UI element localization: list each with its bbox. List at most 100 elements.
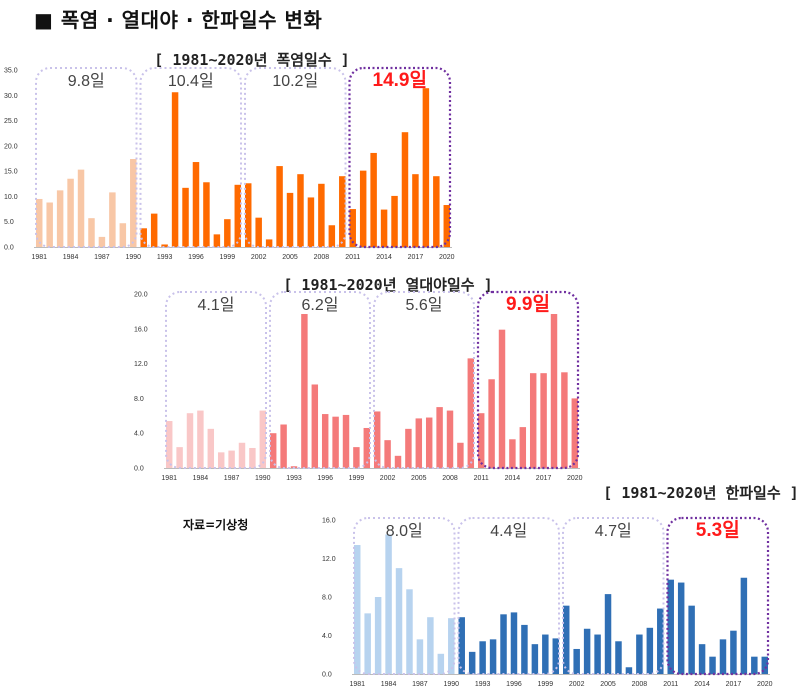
y-tick-label: 15.0 [4, 169, 18, 176]
y-tick-label: 16.0 [134, 326, 148, 333]
bar [67, 178, 74, 247]
x-tick-label: 1996 [506, 681, 522, 688]
bar [339, 176, 346, 247]
y-tick-label: 0.0 [4, 245, 14, 252]
bar [416, 639, 424, 674]
bar [479, 641, 486, 674]
bar [109, 192, 116, 247]
bar [498, 329, 506, 468]
y-tick-label: 35.0 [4, 68, 18, 75]
bar [56, 190, 64, 247]
bar [433, 176, 440, 247]
x-tick-label: 1987 [94, 254, 110, 261]
y-tick-label: 8.0 [134, 396, 144, 403]
decade-average-label: 4.1일 [198, 296, 235, 314]
decade-box [348, 66, 452, 249]
bar [657, 608, 664, 674]
bar [353, 545, 361, 674]
bar [500, 614, 507, 674]
bar [698, 644, 706, 674]
page-title: ■ 폭염 · 열대야 · 한파일수 변화 [34, 8, 323, 32]
bar [531, 644, 539, 674]
bar [255, 217, 262, 247]
bar [477, 413, 485, 468]
x-tick-label: 2005 [282, 254, 298, 261]
tropical-night-days-chart: [ 1981~2020년 열대야일수 ] 0.0 4.0 8.0 12.0 16.0 20.… [130, 274, 600, 490]
bar [583, 628, 591, 674]
decade-average-label: 9.8일 [68, 72, 105, 90]
y-tick-label: 0.0 [322, 672, 332, 679]
bar [374, 597, 382, 674]
bar [280, 424, 287, 468]
y-tick-label: 12.0 [322, 556, 336, 563]
bar [165, 421, 173, 468]
decade-box [244, 67, 347, 248]
y-tick-label: 8.0 [322, 595, 332, 602]
bar [646, 627, 654, 674]
x-tick-label: 1984 [381, 681, 397, 688]
bar [458, 617, 465, 674]
x-tick-label: 2017 [726, 681, 742, 688]
bar [328, 225, 336, 247]
bar [422, 88, 430, 248]
decade-average-label: 4.4일 [490, 522, 527, 540]
bar [297, 174, 304, 247]
bar [269, 433, 277, 468]
bar [636, 634, 643, 674]
y-tick-label: 16.0 [322, 518, 336, 525]
x-tick-label: 2005 [411, 475, 427, 482]
y-tick-label: 5.0 [4, 219, 14, 226]
x-tick-label: 1996 [188, 254, 204, 261]
x-tick-label: 2008 [632, 681, 648, 688]
bar [228, 450, 235, 468]
bar [203, 182, 210, 247]
y-tick-label: 10.0 [4, 194, 18, 201]
bar [311, 384, 319, 468]
bar [625, 667, 633, 674]
bar [761, 656, 769, 674]
bar [719, 639, 727, 674]
decade-box [269, 291, 371, 469]
x-tick-label: 2011 [663, 681, 678, 688]
decade-average-label: 5.6일 [406, 296, 443, 314]
bar [457, 442, 464, 468]
x-tick-label: 2011 [474, 475, 489, 482]
bar [259, 410, 267, 468]
bar [542, 634, 549, 674]
bar [265, 239, 273, 247]
y-tick-label: 0.0 [134, 466, 144, 473]
bar [573, 648, 580, 674]
bar [150, 213, 158, 247]
bar [224, 219, 231, 247]
bar [176, 447, 183, 468]
bar [730, 630, 737, 674]
decade-box [476, 290, 580, 470]
bar [286, 192, 294, 247]
y-tick-label: 30.0 [4, 93, 18, 100]
bar [186, 413, 194, 468]
bar [510, 612, 518, 674]
decade-box [373, 291, 475, 469]
x-tick-label: 2002 [569, 681, 585, 688]
bar [552, 638, 560, 674]
chart-svg: [ 1981~2020년 폭염일수 ] 0.0 5.0 10.0 15.0 20.0 25.… [4, 51, 455, 261]
chart-svg: [ 1981~2020년 열대야일수 ] 0.0 4.0 8.0 12.0 16.0 20.… [134, 276, 583, 482]
x-tick-label: 1996 [317, 475, 333, 482]
x-tick-label: 1987 [412, 681, 428, 688]
bar [509, 439, 516, 468]
decade-box [457, 517, 560, 675]
decade-average-label: 10.4일 [168, 72, 214, 90]
bar [550, 314, 558, 468]
bar [217, 452, 225, 468]
x-tick-label: 1990 [443, 681, 459, 688]
bar [213, 234, 221, 247]
bar [46, 202, 53, 247]
y-tick-label: 25.0 [4, 118, 18, 125]
bar [467, 358, 475, 468]
bar [415, 418, 423, 468]
bar [395, 568, 403, 675]
bar [436, 407, 443, 468]
bar [427, 617, 434, 674]
x-tick-label: 1999 [220, 254, 236, 261]
x-tick-label: 2002 [251, 254, 267, 261]
